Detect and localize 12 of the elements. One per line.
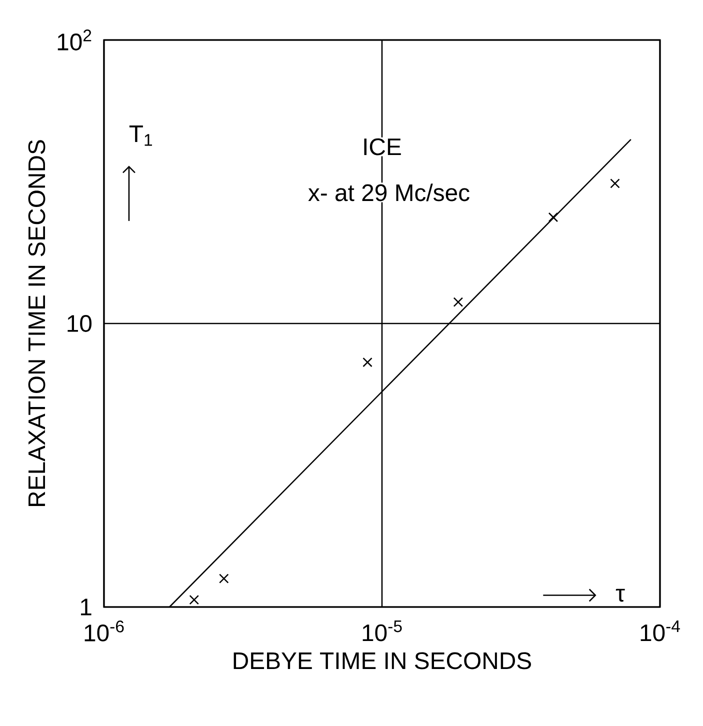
y-tick-label: 10$^{2}$: [58, 30, 92, 50]
y-tick-label: 10: [68, 315, 92, 332]
annotation: T$_{1}$: [129, 126, 152, 146]
annotation: τ: [616, 588, 625, 602]
annotation: x- at 29 Mc/sec: [308, 184, 470, 202]
y-axis-title: RELAXATION TIME IN SECONDS: [28, 140, 46, 506]
y-tick-label: 1: [80, 598, 92, 616]
annotation: ICE: [364, 138, 401, 156]
x-tick-label: 10$^{-6}$: [84, 620, 124, 642]
x-tick-label: 10$^{-5}$: [362, 620, 402, 642]
x-axis-title: DEBYE TIME IN SECONDS: [234, 652, 531, 670]
x-tick-label: 10$^{-4}$: [640, 620, 680, 642]
